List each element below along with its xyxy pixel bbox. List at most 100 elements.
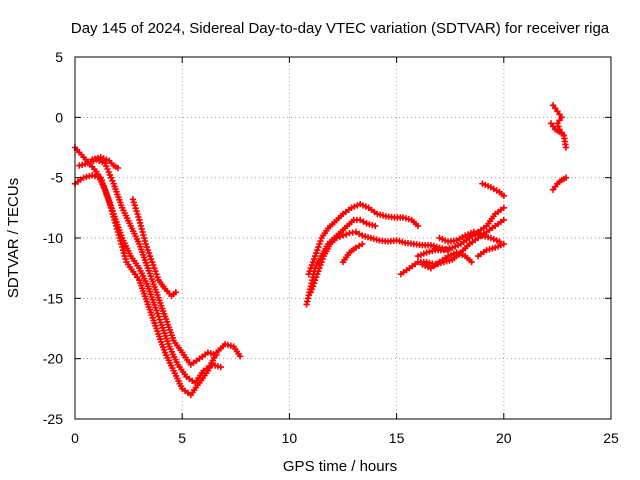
series-arc-m: [419, 249, 475, 272]
data-point: [153, 271, 160, 278]
data-point: [122, 255, 129, 263]
data-point: [496, 238, 503, 245]
data-point: [339, 232, 347, 239]
data-point: [468, 258, 475, 266]
data-point: [500, 216, 507, 224]
data-point: [562, 174, 570, 181]
y-tick-label: -20: [43, 351, 63, 367]
data-point: [172, 289, 179, 296]
data-point: [150, 261, 157, 269]
x-tick-label: 10: [282, 430, 298, 446]
data-point: [107, 174, 115, 181]
data-point: [315, 268, 322, 275]
data-point: [154, 310, 161, 317]
y-tick-label: -25: [43, 411, 63, 427]
data-point: [314, 246, 321, 254]
series-arc-c: [76, 156, 220, 368]
data-point: [333, 234, 340, 242]
data-point: [308, 286, 316, 293]
series-arc-e: [129, 196, 179, 300]
data-point: [555, 123, 562, 130]
data-point: [144, 246, 152, 254]
x-tick-label: 15: [389, 430, 405, 446]
x-tick-label: 5: [178, 430, 186, 446]
data-point: [554, 120, 561, 127]
data-point: [153, 307, 160, 314]
series-arc-b: [71, 144, 224, 386]
y-tick-label: -10: [43, 230, 63, 246]
series-arc-h: [307, 228, 452, 296]
data-point: [143, 243, 150, 251]
data-point: [142, 240, 149, 248]
series-arc-i: [339, 240, 366, 266]
data-point: [155, 313, 162, 320]
data-point: [310, 280, 318, 287]
data-point: [500, 204, 507, 211]
data-point: [141, 237, 149, 245]
series-arc-q: [549, 174, 570, 193]
chart-title: Day 145 of 2024, Sidereal Day-to-day VTE…: [71, 20, 610, 37]
data-point: [131, 202, 138, 209]
data-point: [134, 210, 141, 218]
data-point: [146, 252, 154, 260]
series-arc-r: [547, 120, 567, 139]
data-point: [359, 240, 366, 248]
data-point: [315, 243, 322, 251]
data-point: [313, 274, 320, 281]
data-point: [336, 233, 343, 240]
x-axis-label: GPS time / hours: [283, 458, 397, 475]
data-point: [309, 283, 317, 290]
data-point: [500, 192, 507, 199]
y-tick-label: -5: [51, 170, 64, 186]
x-tick-label: 20: [496, 430, 512, 446]
data-point: [154, 274, 161, 281]
y-tick-label: -15: [43, 290, 63, 306]
data-point: [372, 222, 379, 230]
data-point: [213, 351, 220, 359]
data-point: [318, 258, 325, 266]
data-point: [317, 261, 324, 269]
series-arc-d: [89, 154, 122, 172]
series-arc-o: [479, 180, 507, 199]
data-point: [309, 258, 317, 266]
data-point: [217, 363, 224, 371]
data-point: [560, 132, 567, 139]
data-point: [500, 240, 507, 248]
data-point: [151, 265, 158, 272]
x-tick-label: 25: [603, 430, 619, 446]
data-point: [114, 164, 122, 172]
data-point: [343, 231, 350, 238]
data-point: [316, 240, 323, 248]
data-point: [306, 268, 313, 275]
data-point: [314, 271, 321, 278]
data-point: [121, 252, 128, 260]
y-tick-label: 0: [55, 109, 63, 125]
data-point: [145, 249, 153, 257]
data-point: [305, 271, 312, 278]
data-point: [149, 258, 156, 266]
axis-ticks: 0 5 10 15 20 25 5 0 -5 -10 -15 -20 -25: [43, 49, 619, 446]
data-point: [317, 237, 324, 245]
data-point: [152, 268, 159, 275]
series-arc-k: [414, 204, 507, 260]
data-point: [311, 252, 319, 260]
y-tick-label: 5: [55, 49, 63, 65]
series-arc-g: [305, 201, 422, 278]
y-axis-label: SDTVAR / TECUs: [5, 178, 22, 298]
series-arc-l: [436, 228, 503, 245]
data-point: [147, 255, 155, 263]
data-point: [310, 255, 318, 263]
data-point: [104, 165, 111, 173]
data-point: [307, 289, 314, 296]
data-point: [319, 255, 326, 263]
data-point: [313, 249, 320, 257]
data-point: [308, 261, 316, 269]
data-point: [311, 277, 319, 284]
data-point: [562, 144, 570, 151]
data-point: [316, 265, 323, 272]
data-series: [71, 102, 570, 399]
x-tick-label: 0: [71, 430, 79, 446]
series-arc-n: [474, 240, 507, 260]
data-point: [307, 265, 314, 272]
